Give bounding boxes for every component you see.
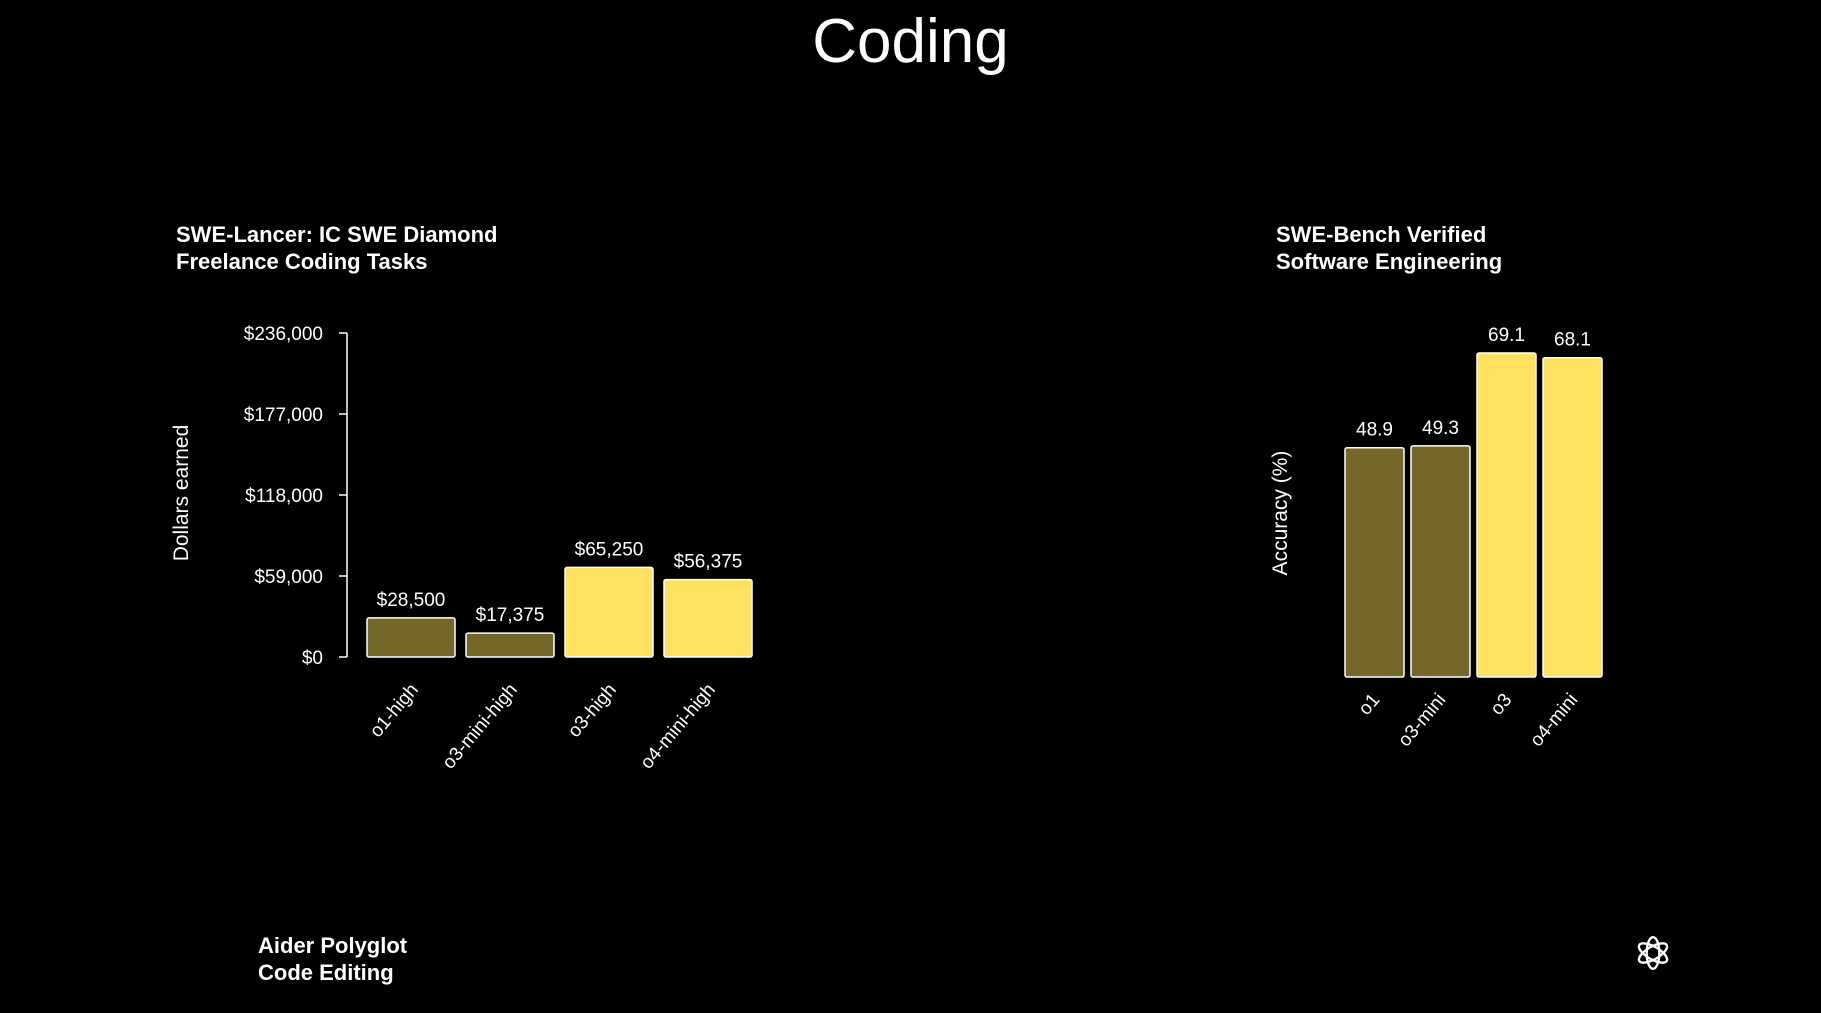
swe-bench-chart-title: SWE-Bench Verified Software Engineering [1276,221,1502,275]
swe-lancer-y-tick-label: $0 [302,648,323,669]
swe-lancer-category-label: o1-high [366,680,423,742]
swe-bench-category-label: o4-mini [1526,690,1582,751]
swe-bench-value-label: 49.3 [1422,418,1459,439]
swe-bench-value-label: 69.1 [1488,325,1525,346]
swe-lancer-y-axis-label: Dollars earned [170,425,193,562]
swe-lancer-category-label: o3-high [564,680,621,742]
swe-bench-title-line-1: SWE-Bench Verified [1276,222,1487,247]
swe-bench-value-label: 68.1 [1554,330,1591,351]
swe-bench-value-label: 48.9 [1356,420,1393,441]
swe-lancer-bar [366,617,456,658]
swe-lancer-value-label: $28,500 [377,590,446,611]
swe-bench-category-label: o1 [1355,690,1385,720]
swe-lancer-y-tick-label: $236,000 [244,324,323,345]
swe-bench-y-axis-label: Accuracy (%) [1269,451,1292,576]
swe-bench-bar [1410,445,1471,678]
swe-bench-category-label: o3 [1487,690,1517,720]
swe-lancer-bar [564,566,654,658]
swe-lancer-title-line-1: SWE-Lancer: IC SWE Diamond [176,222,498,247]
page-title: Coding [812,7,1009,76]
swe-lancer-value-label: $56,375 [674,552,743,573]
swe-lancer-value-label: $65,250 [575,539,644,560]
swe-lancer-y-tick-label: $118,000 [245,486,323,507]
swe-lancer-value-label: $17,375 [476,605,545,626]
swe-lancer-y-tick-label: $177,000 [244,405,323,426]
swe-bench-category-label: o3-mini [1394,690,1450,751]
openai-logo-icon [1637,935,1669,971]
aider-chart-title: Aider Polyglot Code Editing [258,932,407,986]
swe-lancer-y-tick-label: $59,000 [254,567,323,588]
swe-lancer-bar [663,578,753,658]
swe-bench-title-line-2: Software Engineering [1276,249,1503,274]
swe-lancer-bar [465,632,555,658]
swe-lancer-chart-title: SWE-Lancer: IC SWE Diamond Freelance Cod… [176,221,497,275]
aider-title-line-1: Aider Polyglot [258,933,408,958]
swe-lancer-title-line-2: Freelance Coding Tasks [176,249,428,274]
swe-bench-bar [1476,352,1537,678]
swe-bench-bar [1542,356,1603,678]
aider-title-line-2: Code Editing [258,960,394,985]
swe-lancer-category-label: o4-mini-high [637,680,720,774]
swe-lancer-category-label: o3-mini-high [439,680,522,774]
swe-bench-bar [1344,446,1405,678]
